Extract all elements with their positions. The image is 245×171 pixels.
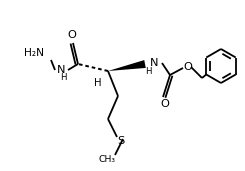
Text: N: N (57, 65, 65, 75)
Polygon shape (108, 60, 146, 71)
Text: O: O (184, 62, 192, 72)
Text: N: N (150, 58, 158, 68)
Text: O: O (160, 99, 170, 109)
Text: O: O (68, 30, 76, 40)
Text: S: S (117, 136, 125, 146)
Text: H: H (94, 78, 102, 88)
Text: H₂N: H₂N (24, 48, 44, 58)
Text: H: H (60, 74, 66, 82)
Text: H: H (145, 67, 151, 76)
Text: CH₃: CH₃ (98, 155, 115, 163)
